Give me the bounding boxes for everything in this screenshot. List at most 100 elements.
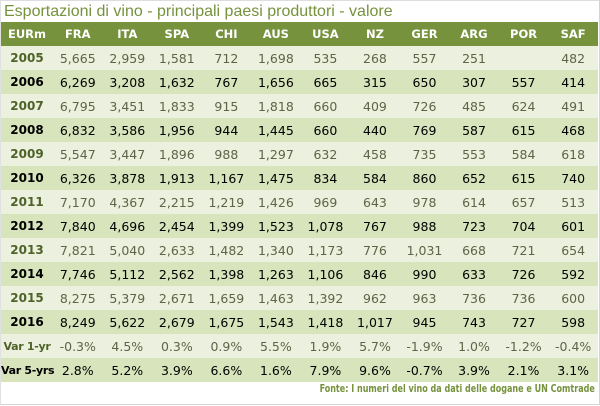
table-cell: 3.9% <box>449 358 499 382</box>
table-cell: 1,263 <box>251 262 301 286</box>
table-cell: 0.9% <box>201 334 252 358</box>
table-cell: 584 <box>350 166 400 190</box>
table-cell: 553 <box>449 142 499 166</box>
page-title: Esportazioni di vino - principali paesi … <box>1 0 599 22</box>
column-header-usa: USA <box>300 22 351 46</box>
table-row: Var 5-yrs 2.8% 5.2% 3.9% 6.6% 1.6% 7.9% 9.6% -0.… <box>1 358 598 382</box>
table-cell: 834 <box>300 166 351 190</box>
table-cell: 614 <box>449 190 499 214</box>
table-cell: 1,017 <box>350 310 400 334</box>
row-label: 2016 <box>1 310 53 334</box>
table-cell: 1,297 <box>251 142 301 166</box>
table-cell: 1,482 <box>201 238 252 262</box>
table-cell: 721 <box>498 238 549 262</box>
column-header-nz: NZ <box>350 22 400 46</box>
table-row: 2006 6,269 3,208 1,632 767 1,656 665 315 650 307 5… <box>1 70 598 94</box>
table-cell: 4,367 <box>102 190 153 214</box>
table-cell: 7,840 <box>53 214 103 238</box>
table-cell: 650 <box>399 70 450 94</box>
table-cell: 846 <box>350 262 400 286</box>
row-label: 2015 <box>1 286 53 310</box>
table-cell: 3,878 <box>102 166 153 190</box>
table-cell: 5,112 <box>102 262 153 286</box>
table-cell: 414 <box>548 70 598 94</box>
table-cell: 592 <box>548 262 598 286</box>
table-cell: -0.7% <box>399 358 450 382</box>
column-header-aus: AUS <box>251 22 301 46</box>
table-cell: 3,208 <box>102 70 153 94</box>
table-cell: 491 <box>548 94 598 118</box>
table-cell: 268 <box>350 46 400 70</box>
table-cell: 315 <box>350 70 400 94</box>
table-cell: 736 <box>498 286 549 310</box>
table-cell <box>498 46 549 70</box>
table-cell: 615 <box>498 166 549 190</box>
table-cell: 458 <box>350 142 400 166</box>
table-cell: 945 <box>399 310 450 334</box>
table-cell: 963 <box>399 286 450 310</box>
table-cell: 251 <box>449 46 499 70</box>
table-cell: 944 <box>201 118 252 142</box>
column-header-spa: SPA <box>152 22 202 46</box>
table-cell: 1,106 <box>300 262 351 286</box>
table-row: 2008 6,832 3,586 1,956 944 1,445 660 440 769 587 6… <box>1 118 598 142</box>
table-cell: 726 <box>399 94 450 118</box>
table-cell: 9.6% <box>350 358 400 382</box>
table-cell: 2,671 <box>152 286 202 310</box>
table-cell: 988 <box>201 142 252 166</box>
table-row: 2011 7,170 4,367 2,215 1,219 1,426 969 643 978 61… <box>1 190 598 214</box>
table-cell: 7,746 <box>53 262 103 286</box>
column-header-saf: SAF <box>548 22 598 46</box>
table-cell: 988 <box>399 214 450 238</box>
table-cell: 1,896 <box>152 142 202 166</box>
table-cell: 482 <box>548 46 598 70</box>
table-row: 2010 6,326 3,878 1,913 1,167 1,475 834 584 860 65… <box>1 166 598 190</box>
table-cell: 726 <box>498 262 549 286</box>
table-cell: 3.9% <box>152 358 202 382</box>
table-cell: 557 <box>399 46 450 70</box>
table-cell: 8,249 <box>53 310 103 334</box>
table-cell: 624 <box>498 94 549 118</box>
table-cell: 657 <box>498 190 549 214</box>
table-cell: 1,675 <box>201 310 252 334</box>
table-cell: 3.1% <box>548 358 598 382</box>
table-cell: 1,167 <box>201 166 252 190</box>
row-label: 2005 <box>1 46 53 70</box>
row-label: 2009 <box>1 142 53 166</box>
table-cell: -0.3% <box>53 334 103 358</box>
table-cell: 990 <box>399 262 450 286</box>
row-label: Var 5-yrs <box>1 358 55 382</box>
table-cell: 3,451 <box>102 94 153 118</box>
table-cell: 7.9% <box>300 358 351 382</box>
table-row: 2005 5,665 2,959 1,581 712 1,698 535 268 557 251 4… <box>1 46 598 70</box>
table-cell: 1.6% <box>251 358 301 382</box>
table-row: 2009 5,547 3,447 1,896 988 1,297 632 458 735 553 5… <box>1 142 598 166</box>
column-header-por: POR <box>498 22 549 46</box>
table-cell: 1,392 <box>300 286 351 310</box>
table-cell: 1,031 <box>399 238 450 262</box>
row-label: 2012 <box>1 214 53 238</box>
table-cell: 1,398 <box>201 262 252 286</box>
column-header-arg: ARG <box>449 22 499 46</box>
table-cell: 654 <box>548 238 598 262</box>
row-label: 2007 <box>1 94 53 118</box>
table-cell: 1,418 <box>300 310 351 334</box>
table-cell: 767 <box>350 214 400 238</box>
table-cell: 1,659 <box>201 286 252 310</box>
table-cell: 969 <box>300 190 351 214</box>
table-cell: 5,040 <box>102 238 153 262</box>
column-header-ita: ITA <box>102 22 153 46</box>
row-label: 2010 <box>1 166 53 190</box>
table-cell: 7,821 <box>53 238 103 262</box>
column-header-ger: GER <box>399 22 450 46</box>
table-cell: 1,913 <box>152 166 202 190</box>
exports-table: EURm FRA ITA SPA CHI AUS USA NZ GER ARG POR SAF 200… <box>1 22 598 382</box>
table-cell: 1,463 <box>251 286 301 310</box>
row-label: 2014 <box>1 262 53 286</box>
table-cell: 6.6% <box>201 358 252 382</box>
table-cell: 587 <box>449 118 499 142</box>
table-cell: 468 <box>548 118 598 142</box>
table-cell: 1,523 <box>251 214 301 238</box>
table-cell: 735 <box>399 142 450 166</box>
table-cell: 0.3% <box>152 334 202 358</box>
